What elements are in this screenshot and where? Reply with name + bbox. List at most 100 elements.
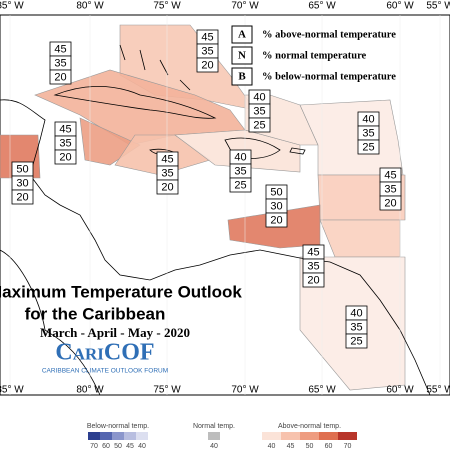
prob-value: 45 xyxy=(161,153,173,165)
prob-value: 45 xyxy=(384,169,396,181)
prob-cell xyxy=(345,333,368,349)
lon-label-bottom: 60° W xyxy=(386,385,414,396)
prob-value: 40 xyxy=(234,151,246,163)
colorbar-tick: 40 xyxy=(210,443,218,450)
key-text: % above-normal temperature xyxy=(262,29,396,40)
key-box xyxy=(231,25,253,44)
colorbar-swatch xyxy=(338,432,357,440)
logo-subtitle: CARIBBEAN CLIMATE OUTLOOK FORUM xyxy=(42,368,168,375)
prob-cell xyxy=(265,212,288,228)
prob-cell xyxy=(302,272,325,288)
colorbar-tick: 45 xyxy=(126,443,134,450)
prob-value: 35 xyxy=(161,167,173,179)
prob-value: 35 xyxy=(350,321,362,333)
lon-label-top: 65° W xyxy=(308,1,336,12)
prob-value: 50 xyxy=(16,163,28,175)
prob-cell xyxy=(11,189,34,205)
prob-value: 45 xyxy=(54,43,66,55)
prob-value: 20 xyxy=(54,71,66,83)
prob-cell xyxy=(54,149,77,165)
key-letter: B xyxy=(238,71,246,83)
colorbar-swatch xyxy=(136,432,148,440)
prob-value: 25 xyxy=(234,179,246,191)
prob-value: 35 xyxy=(234,165,246,177)
lon-label-top: 80° W xyxy=(76,1,104,12)
prob-value: 20 xyxy=(161,181,173,193)
key-box xyxy=(231,46,253,65)
title: Maximum Temperature Outlook xyxy=(0,282,242,301)
colorbar-tick: 70 xyxy=(90,443,98,450)
prob-cell xyxy=(196,57,219,73)
colorbar-tick: 40 xyxy=(138,443,146,450)
prob-cell xyxy=(379,195,402,211)
prob-value: 45 xyxy=(59,123,71,135)
lon-label-bottom: 75° W xyxy=(153,385,181,396)
colorbar-swatch xyxy=(300,432,319,440)
colorbar-swatch xyxy=(100,432,112,440)
prob-value: 35 xyxy=(54,57,66,69)
prob-value: 50 xyxy=(270,186,282,198)
key: A % above-normal temperature N % normal tem… xyxy=(231,25,396,86)
logo: CariCOF xyxy=(55,340,154,366)
prob-value: 35 xyxy=(59,137,71,149)
prob-cell xyxy=(156,179,179,195)
prob-value: 45 xyxy=(201,31,213,43)
colorbar-label: Above-normal temp. xyxy=(278,423,341,430)
key-box xyxy=(231,67,253,86)
lon-label-bottom: 70° W xyxy=(231,385,259,396)
lon-label-top: 75° W xyxy=(153,1,181,12)
prob-value: 35 xyxy=(307,260,319,272)
lon-label-top: 70° W xyxy=(231,1,259,12)
lon-label-top: 60° W xyxy=(386,1,414,12)
colorbar-swatch xyxy=(112,432,124,440)
lon-label-bottom: 80° W xyxy=(76,385,104,396)
prob-value: 25 xyxy=(350,335,362,347)
prob-value: 20 xyxy=(270,214,282,226)
prob-cell xyxy=(248,117,271,133)
colorbar-swatch xyxy=(319,432,338,440)
prob-value: 30 xyxy=(270,200,282,212)
period: March - April - May - 2020 xyxy=(40,325,190,340)
lon-label-bottom: 55° W xyxy=(426,385,450,396)
colorbar-swatch xyxy=(88,432,100,440)
colorbar-label: Below-normal temp. xyxy=(87,423,149,430)
colorbar-tick: 40 xyxy=(268,443,276,450)
key-letter: N xyxy=(238,50,246,62)
colorbar-tick: 60 xyxy=(102,443,110,450)
colorbar-swatch xyxy=(124,432,136,440)
lon-label-top: 85° W xyxy=(0,1,24,12)
colorbar-label: Normal temp. xyxy=(193,423,235,430)
prob-value: 25 xyxy=(253,119,265,131)
prob-value: 20 xyxy=(307,274,319,286)
prob-value: 40 xyxy=(350,307,362,319)
prob-value: 30 xyxy=(16,177,28,189)
colorbar-tick: 60 xyxy=(325,443,333,450)
prob-value: 20 xyxy=(201,59,213,71)
prob-cell xyxy=(49,69,72,85)
title: for the Caribbean xyxy=(25,304,166,323)
prob-value: 40 xyxy=(253,91,265,103)
prob-value: 35 xyxy=(201,45,213,57)
prob-value: 45 xyxy=(307,246,319,258)
prob-cell xyxy=(357,139,380,155)
lon-label-top: 55° W xyxy=(426,1,450,12)
prob-cell xyxy=(229,177,252,193)
prob-value: 20 xyxy=(384,197,396,209)
prob-value: 25 xyxy=(362,141,374,153)
colorbar-tick: 50 xyxy=(306,443,314,450)
prob-value: 20 xyxy=(59,151,71,163)
colorbar-swatch xyxy=(262,432,281,440)
colorbar-tick: 70 xyxy=(344,443,352,450)
prob-value: 35 xyxy=(253,105,265,117)
key-text: % normal temperature xyxy=(262,50,367,61)
colorbar-tick: 45 xyxy=(287,443,295,450)
key-text: % below-normal temperature xyxy=(262,71,396,82)
lon-label-bottom: 65° W xyxy=(308,385,336,396)
key-letter: A xyxy=(238,29,246,41)
prob-value: 40 xyxy=(362,113,374,125)
coastlines xyxy=(0,44,431,396)
colorbar-swatch xyxy=(281,432,300,440)
prob-value: 35 xyxy=(362,127,374,139)
lon-label-bottom: 85° W xyxy=(0,385,24,396)
